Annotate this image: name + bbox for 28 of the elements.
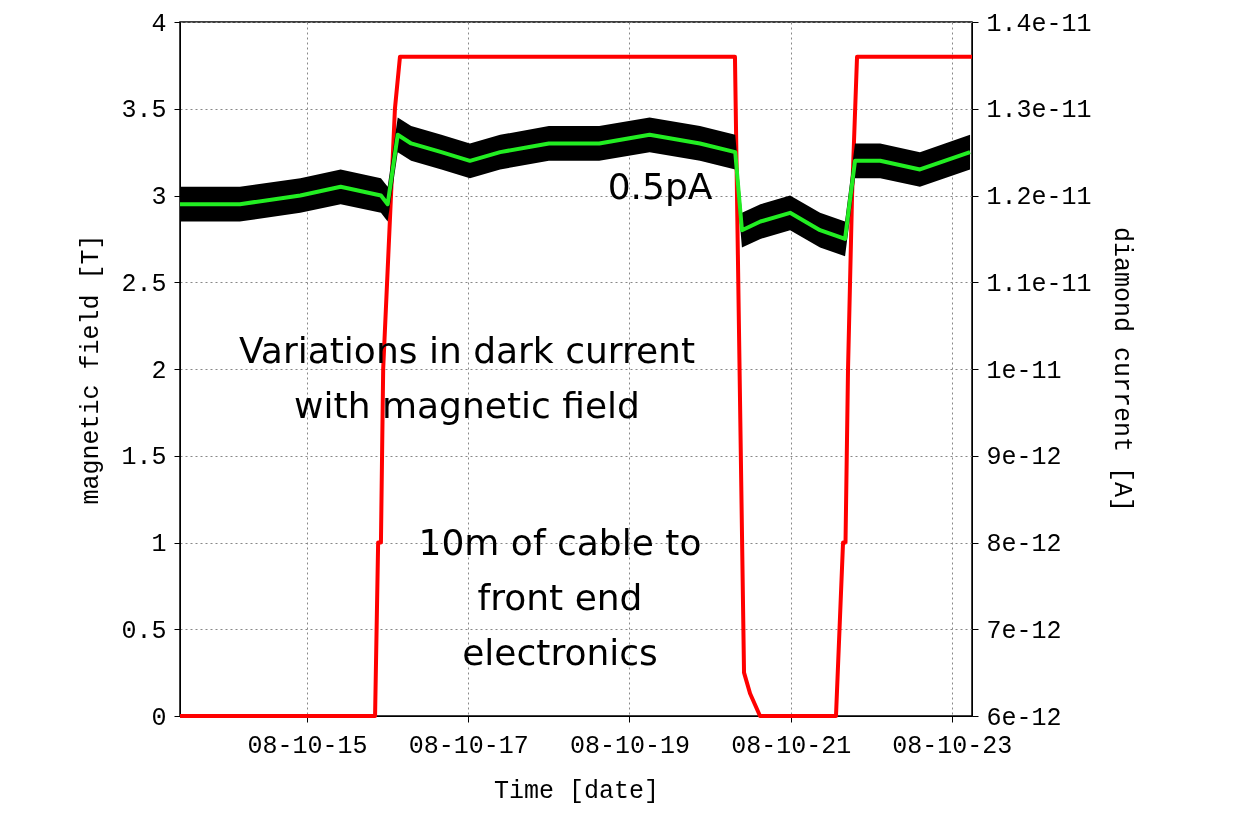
y2-tick-label: 9e-12 — [986, 443, 1062, 473]
y-tick-label: 1 — [151, 530, 167, 559]
y-tick-label: 3.5 — [121, 96, 167, 126]
x-tick-label: 08-10-17 — [408, 731, 529, 761]
y2-tick-label: 1.3e-11 — [986, 96, 1092, 126]
y-tick-label: 2 — [151, 356, 167, 386]
y-axis-title: magnetic field [T] — [77, 234, 107, 505]
y2-tick-label: 1.2e-11 — [986, 183, 1092, 212]
y2-tick-label: 8e-12 — [986, 530, 1062, 559]
y-tick-label: 3 — [151, 183, 167, 212]
y2-tick-label: 1.1e-11 — [986, 269, 1092, 299]
y-tick-label: 2.5 — [121, 269, 167, 299]
x-tick-label: 08-10-23 — [892, 731, 1013, 761]
y2-tick-label: 7e-12 — [986, 616, 1062, 646]
x-tick-label: 08-10-15 — [247, 731, 368, 761]
annotation: 10m of cable to front end electronics — [418, 522, 702, 673]
y2-tick-label: 1.4e-11 — [986, 9, 1092, 39]
y-tick-label: 0 — [151, 703, 167, 733]
x-axis-title: Time [date] — [493, 776, 660, 806]
y2-axis-title: diamond current [A] — [1106, 226, 1136, 513]
y-tick-label: 4 — [151, 9, 167, 39]
x-tick-label: 08-10-19 — [569, 731, 690, 761]
y2-tick-label: 1e-11 — [986, 356, 1062, 386]
y2-tick-label: 6e-12 — [986, 703, 1062, 733]
y-tick-label: 1.5 — [121, 443, 167, 473]
y-tick-label: 0.5 — [121, 616, 167, 646]
x-tick-label: 08-10-21 — [731, 731, 852, 761]
annotation: 0.5pA — [607, 166, 713, 207]
